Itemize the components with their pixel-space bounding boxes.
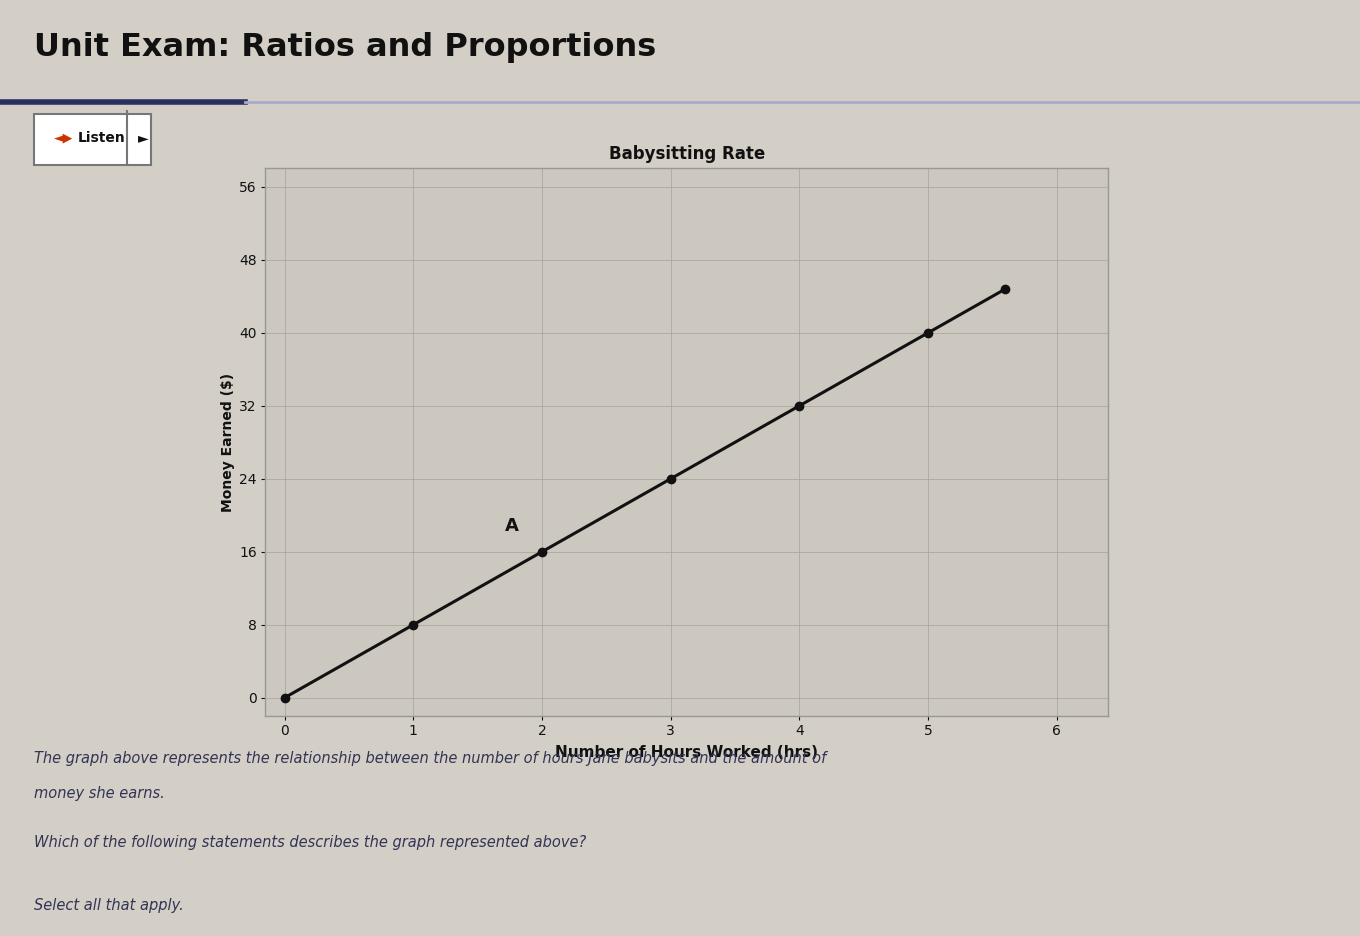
Text: Unit Exam: Ratios and Proportions: Unit Exam: Ratios and Proportions — [34, 32, 656, 63]
Text: Select all that apply.: Select all that apply. — [34, 899, 184, 914]
Text: ◄▶: ◄▶ — [53, 132, 73, 144]
Title: Babysitting Rate: Babysitting Rate — [609, 145, 764, 163]
Text: Which of the following statements describes the graph represented above?: Which of the following statements descri… — [34, 835, 586, 850]
Text: Listen: Listen — [78, 131, 125, 145]
Text: money she earns.: money she earns. — [34, 786, 165, 801]
X-axis label: Number of Hours Worked (hrs): Number of Hours Worked (hrs) — [555, 745, 819, 760]
Y-axis label: Money Earned ($): Money Earned ($) — [220, 373, 235, 512]
Text: The graph above represents the relationship between the number of hours Jane bab: The graph above represents the relations… — [34, 751, 826, 766]
FancyBboxPatch shape — [34, 113, 151, 166]
Text: ►: ► — [137, 131, 148, 145]
Text: A: A — [505, 518, 518, 535]
